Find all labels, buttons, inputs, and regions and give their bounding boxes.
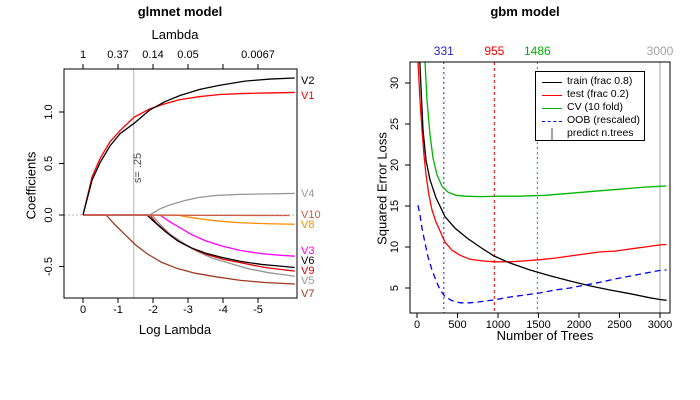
x-tick-label: 0	[414, 319, 420, 331]
series-V1	[82, 91, 295, 216]
y-tick-label: 15	[389, 200, 401, 212]
legend-label: train (frac 0.8)	[567, 75, 633, 87]
test-line-icon	[542, 89, 562, 101]
legend-label: OOB (rescaled)	[567, 114, 640, 126]
x-tick-label: -1	[113, 304, 123, 316]
s-value-label: s= .25	[132, 153, 144, 183]
coefficient-paths	[82, 77, 295, 285]
series-V6	[83, 214, 295, 269]
ntrees-annotation-955: 955	[484, 44, 504, 58]
legend-label: CV (10 fold)	[567, 101, 624, 113]
plot-border	[63, 68, 298, 299]
y-tick-label: 20	[389, 159, 401, 171]
legend-item-oob: OOB (rescaled)	[542, 114, 644, 127]
legend-label: test (frac 0.2)	[567, 88, 629, 100]
curve-label-V2: V2	[301, 75, 314, 87]
series-oob-rescaled-	[417, 205, 667, 304]
x-tick-label: 500	[448, 319, 466, 331]
y-tick-label: 10	[389, 241, 401, 253]
x-tick-label: 0	[80, 304, 86, 316]
y-tick-label: 0.5	[43, 156, 55, 171]
error-curves	[417, 62, 667, 304]
series-V7	[83, 214, 295, 285]
number-of-trees-axis-label: Number of Trees	[496, 328, 594, 343]
legend-item-train: train (frac 0.8)	[542, 75, 644, 88]
x-tick-label: -4	[218, 304, 228, 316]
gbm-plot-area: 331 955 1486 3000 0 500 1000 1500 2000 2500 3000 5 1…	[389, 44, 674, 331]
lambda-top-axis-label: Lambda	[151, 27, 199, 42]
lambda-tick-label: 0.37	[107, 49, 128, 61]
x-tick-label: 1000	[486, 319, 510, 331]
series-V8	[83, 214, 295, 225]
x-tick-label: 3000	[648, 319, 672, 331]
x-tick-label: -2	[148, 304, 158, 316]
y-tick-label: 0.0	[43, 207, 55, 222]
ntrees-annotation-1486: 1486	[524, 44, 551, 58]
legend-item-cv: CV (10 fold)	[542, 101, 644, 114]
glmnet-plot-area: s= .25 0 -1 -2 -3 -4 -5 1 0.37 0.14 0.05 0.0067 1.0 0…	[43, 49, 321, 316]
predict-ntrees-vline-icon	[542, 127, 562, 140]
curve-label-V7: V7	[301, 288, 314, 300]
x-tick-label: -3	[183, 304, 193, 316]
y-tick-label: 1.0	[43, 104, 55, 119]
series-V5	[83, 214, 295, 277]
legend-item-test: test (frac 0.2)	[542, 88, 644, 101]
x-tick-label: 2500	[607, 319, 631, 331]
curve-label-V1: V1	[301, 90, 314, 102]
y-tick-label: 25	[389, 118, 401, 130]
series-train-frac-0-8-	[419, 62, 667, 301]
series-V4	[83, 192, 295, 216]
curve-label-V10: V10	[301, 209, 321, 221]
series-V3	[83, 214, 295, 257]
ntrees-annotation-331: 331	[434, 44, 454, 58]
train-line-icon	[542, 76, 562, 88]
plot-border	[409, 61, 671, 314]
series-cv-10-fold-	[424, 62, 667, 198]
log-lambda-axis-label: Log Lambda	[138, 322, 212, 337]
y-tick-label: 30	[389, 77, 401, 89]
glmnet-panel: glmnet model Lambda Coefficients Log Lam…	[24, 4, 321, 337]
gbm-legend: train (frac 0.8) test (frac 0.2) CV (10 …	[535, 71, 645, 141]
gbm-panel: gbm model Squared Error Loss Number of T…	[350, 0, 700, 400]
x-tick-label: -5	[253, 304, 263, 316]
y-tick-label: 5	[389, 285, 401, 291]
series-V10	[82, 214, 290, 217]
curve-label-V4: V4	[301, 188, 314, 200]
x-tick-label: 1500	[526, 319, 550, 331]
cv-line-icon	[542, 102, 562, 114]
curve-label-V6: V6	[301, 255, 314, 267]
gbm-title: gbm model	[490, 4, 560, 19]
lambda-tick-label: 0.0067	[241, 49, 275, 61]
oob-dashed-line-icon	[542, 115, 562, 127]
curve-label-V8: V8	[301, 219, 314, 231]
series-V2	[82, 77, 295, 216]
lambda-tick-label: 1	[80, 49, 86, 61]
legend-item-predict: predict n.trees	[542, 127, 644, 140]
legend-label: predict n.trees	[567, 127, 634, 139]
series-test-frac-0-2-	[417, 62, 667, 263]
curve-label-V9: V9	[301, 265, 314, 277]
curve-label-V5: V5	[301, 275, 314, 287]
lambda-tick-label: 0.05	[177, 49, 198, 61]
glmnet-title: glmnet model	[137, 4, 223, 19]
y-tick-label: -0.5	[43, 257, 55, 276]
x-tick-label: 2000	[567, 319, 591, 331]
ntrees-annotation-3000: 3000	[647, 44, 674, 58]
lambda-tick-label: 0.14	[142, 49, 163, 61]
curve-label-V3: V3	[301, 245, 314, 257]
